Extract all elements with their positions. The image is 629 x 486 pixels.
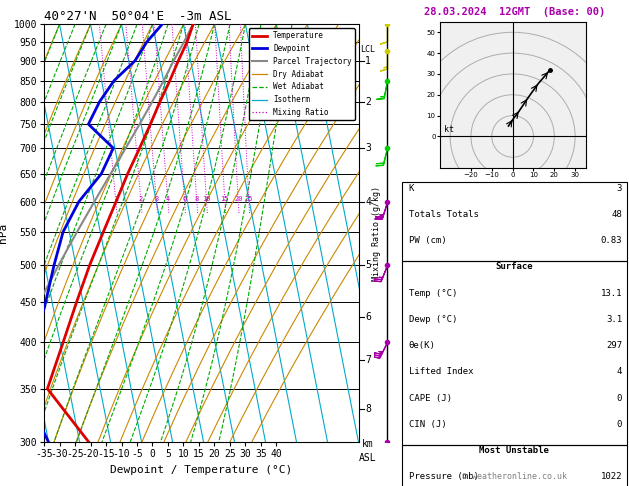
Text: Surface: Surface	[496, 262, 533, 272]
Text: K: K	[409, 184, 414, 193]
Text: Pressure (mb): Pressure (mb)	[409, 472, 479, 482]
Text: Dewp (°C): Dewp (°C)	[409, 315, 457, 324]
Text: 2: 2	[139, 196, 143, 202]
Text: 0: 0	[617, 420, 622, 429]
Bar	[402, 445, 626, 486]
Text: 5: 5	[365, 260, 371, 270]
Text: kt: kt	[444, 125, 454, 134]
Text: 1: 1	[365, 56, 371, 66]
Text: 40°27'N  50°04'E  -3m ASL: 40°27'N 50°04'E -3m ASL	[44, 10, 231, 23]
Text: km: km	[362, 439, 374, 449]
Text: Lifted Index: Lifted Index	[409, 367, 473, 377]
Text: 1: 1	[114, 196, 118, 202]
Text: 20: 20	[234, 196, 243, 202]
Text: LCL: LCL	[360, 45, 376, 54]
X-axis label: Dewpoint / Temperature (°C): Dewpoint / Temperature (°C)	[110, 465, 292, 475]
Text: 3: 3	[365, 143, 371, 153]
Text: 15: 15	[221, 196, 229, 202]
Text: 3.1: 3.1	[606, 315, 622, 324]
Text: 1022: 1022	[601, 472, 622, 482]
Text: 8: 8	[365, 404, 371, 414]
Legend: Temperature, Dewpoint, Parcel Trajectory, Dry Adiabat, Wet Adiabat, Isotherm, Mi: Temperature, Dewpoint, Parcel Trajectory…	[248, 28, 355, 120]
Text: 0: 0	[617, 394, 622, 403]
Text: Most Unstable: Most Unstable	[479, 446, 549, 455]
Text: CIN (J): CIN (J)	[409, 420, 446, 429]
Text: 4: 4	[166, 196, 170, 202]
Text: 3: 3	[617, 184, 622, 193]
Text: 10: 10	[203, 196, 211, 202]
Text: 48: 48	[611, 210, 622, 219]
Text: 6: 6	[182, 196, 187, 202]
Text: © weatheronline.co.uk: © weatheronline.co.uk	[462, 472, 567, 481]
Text: Mixing Ratio (g/kg): Mixing Ratio (g/kg)	[372, 186, 381, 281]
Text: θe(K): θe(K)	[409, 341, 435, 350]
Text: 3: 3	[154, 196, 159, 202]
Text: 4: 4	[617, 367, 622, 377]
Text: 8: 8	[195, 196, 199, 202]
Text: ASL: ASL	[359, 453, 377, 463]
Text: 28.03.2024  12GMT  (Base: 00): 28.03.2024 12GMT (Base: 00)	[423, 7, 605, 17]
Text: 4: 4	[365, 197, 371, 207]
Text: 2: 2	[365, 97, 371, 107]
Text: Totals Totals: Totals Totals	[409, 210, 479, 219]
Bar	[402, 182, 626, 261]
Text: 297: 297	[606, 341, 622, 350]
Text: CAPE (J): CAPE (J)	[409, 394, 452, 403]
Bar	[402, 261, 626, 445]
Text: 6: 6	[365, 312, 371, 322]
Text: Temp (°C): Temp (°C)	[409, 289, 457, 298]
Text: 13.1: 13.1	[601, 289, 622, 298]
Text: 0.83: 0.83	[601, 236, 622, 245]
Text: 25: 25	[245, 196, 253, 202]
Text: 7: 7	[365, 355, 371, 365]
Y-axis label: hPa: hPa	[0, 223, 8, 243]
Text: PW (cm): PW (cm)	[409, 236, 446, 245]
